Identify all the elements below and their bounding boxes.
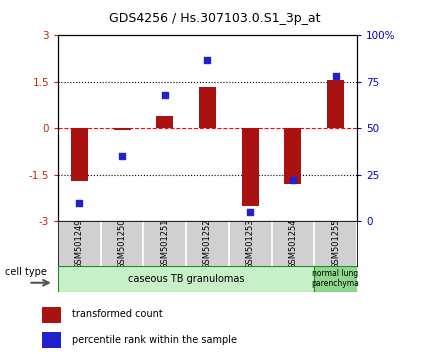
Text: GSM501253: GSM501253 bbox=[246, 218, 255, 269]
Text: percentile rank within the sample: percentile rank within the sample bbox=[72, 335, 237, 345]
Text: GSM501255: GSM501255 bbox=[331, 218, 340, 269]
Bar bbox=[42, 332, 61, 348]
Point bbox=[161, 92, 168, 98]
Point bbox=[76, 200, 83, 205]
Point bbox=[119, 153, 126, 159]
Text: GSM501249: GSM501249 bbox=[75, 218, 84, 269]
Text: caseous TB granulomas: caseous TB granulomas bbox=[128, 274, 244, 284]
Bar bbox=[199, 86, 216, 128]
Bar bbox=[71, 128, 88, 181]
Text: GSM501252: GSM501252 bbox=[203, 218, 212, 269]
Bar bbox=[42, 307, 61, 323]
Bar bbox=[58, 266, 314, 292]
Bar bbox=[156, 116, 173, 128]
Bar bbox=[327, 80, 344, 128]
Text: transformed count: transformed count bbox=[72, 309, 163, 319]
Point bbox=[247, 209, 254, 215]
Text: normal lung
parenchyma: normal lung parenchyma bbox=[312, 269, 359, 289]
Point bbox=[204, 57, 211, 62]
Point bbox=[289, 178, 296, 183]
Text: GSM501254: GSM501254 bbox=[289, 218, 298, 269]
Text: GSM501251: GSM501251 bbox=[160, 218, 169, 269]
Bar bbox=[314, 266, 357, 292]
Text: GSM501250: GSM501250 bbox=[117, 218, 126, 269]
Point bbox=[332, 73, 339, 79]
Bar bbox=[284, 128, 301, 184]
Text: cell type: cell type bbox=[5, 267, 47, 277]
Bar bbox=[242, 128, 259, 206]
Text: GDS4256 / Hs.307103.0.S1_3p_at: GDS4256 / Hs.307103.0.S1_3p_at bbox=[109, 12, 321, 25]
Bar bbox=[114, 128, 131, 130]
